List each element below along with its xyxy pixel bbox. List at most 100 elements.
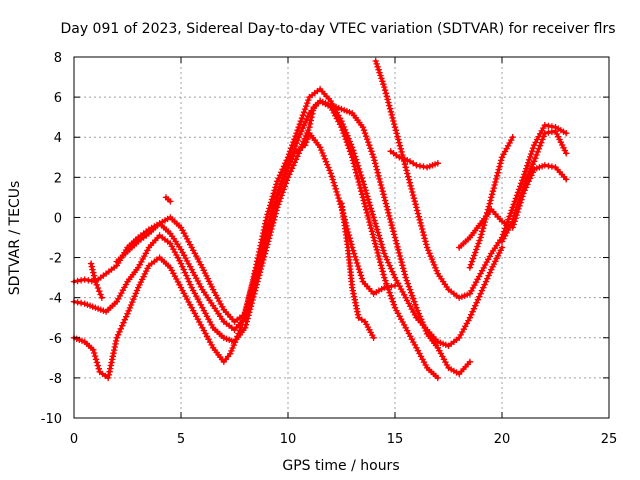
data-point [281,173,288,180]
data-point [395,246,402,253]
data-point [410,195,418,202]
data-point [408,185,415,193]
data-point [484,275,491,282]
data-point [256,248,263,256]
data-point [187,281,194,288]
data-point [249,279,256,287]
data-point [270,209,277,216]
data-point [519,177,526,184]
data-point [273,197,280,204]
data-point [243,318,250,325]
data-point [405,176,413,183]
data-point [536,142,544,149]
y-tick-label: -4 [49,292,62,307]
data-point [425,247,432,254]
data-point [363,206,370,213]
data-point [356,168,364,176]
data-point [361,130,369,137]
data-point [329,176,336,183]
data-point [382,253,389,260]
data-point [268,215,275,223]
data-point [181,269,189,276]
y-tick-label: 8 [54,51,62,66]
data-point [410,295,417,302]
data-point [497,160,504,167]
data-point [507,210,514,217]
data-point [367,225,375,232]
data-point [301,105,309,113]
y-tick-label: 0 [54,211,62,226]
data-point [285,161,293,168]
data-point [470,305,478,312]
data-point [282,160,289,167]
data-point [303,102,310,110]
data-point [413,162,420,169]
data-point [263,234,270,241]
data-point [111,343,118,351]
data-point [127,301,135,309]
data-point [114,331,122,338]
data-point [300,122,308,129]
data-point [381,87,389,94]
data-point [532,155,539,162]
data-point [109,353,116,360]
data-point [93,281,100,288]
data-point [381,250,388,257]
data-point [387,292,394,299]
data-point [386,262,393,269]
data-point [141,270,149,278]
data-point [474,296,482,303]
data-point [242,310,249,317]
data-point [357,184,364,192]
data-point [389,298,397,305]
data-point [184,275,191,282]
data-point [354,262,362,270]
data-point [110,350,117,357]
data-point [485,272,492,279]
data-point [395,249,403,257]
data-point [305,96,312,104]
data-point [368,208,375,215]
data-point [353,159,361,166]
series-points [387,148,441,171]
data-point [97,291,104,298]
data-point [259,233,266,240]
data-point [493,255,500,262]
data-point [370,214,377,221]
data-point [302,132,309,140]
data-point [275,191,282,198]
data-point [368,148,375,155]
data-point [350,150,358,157]
data-point [251,270,258,277]
data-point [514,189,522,196]
data-point [529,147,536,155]
data-series [70,57,570,382]
data-point [332,185,339,192]
data-point [351,253,359,260]
data-point [557,139,564,146]
data-point [390,301,398,308]
data-point [480,222,488,229]
data-point [563,150,570,157]
data-point [334,191,341,199]
data-point [121,316,128,323]
data-point [375,232,383,239]
data-point [394,243,401,250]
data-point [107,365,114,372]
data-point [87,260,95,267]
data-point [387,265,395,272]
x-tick-label: 20 [494,432,511,447]
data-point [498,157,505,164]
data-point [540,133,547,140]
data-point [505,216,512,223]
data-point [488,194,495,201]
data-point [413,204,420,211]
data-point [139,276,146,283]
data-point [89,266,96,273]
data-point [485,203,492,210]
data-point [94,284,102,292]
data-point [376,255,383,263]
data-point [244,301,251,308]
axis-ticks [73,56,610,419]
data-point [522,168,529,175]
